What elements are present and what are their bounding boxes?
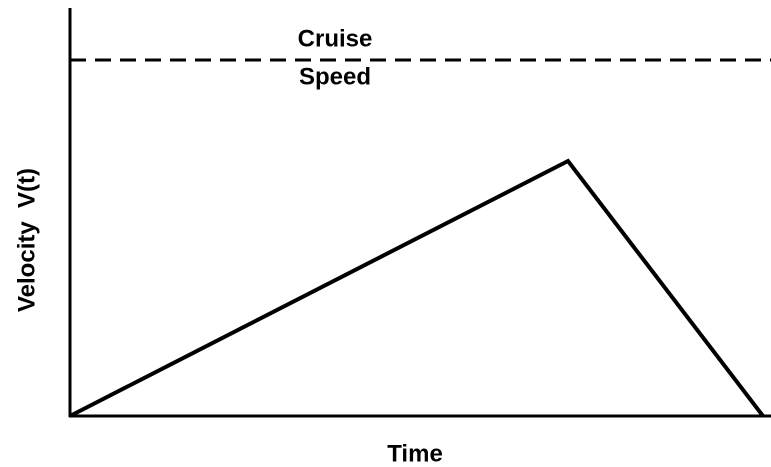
y-axis-label: Velocity V(t) (13, 168, 40, 312)
x-axis-label: Time (387, 440, 443, 467)
speed-label: Speed (299, 63, 371, 90)
cruise-label: Cruise (298, 25, 373, 52)
velocity-profile (69, 158, 765, 418)
